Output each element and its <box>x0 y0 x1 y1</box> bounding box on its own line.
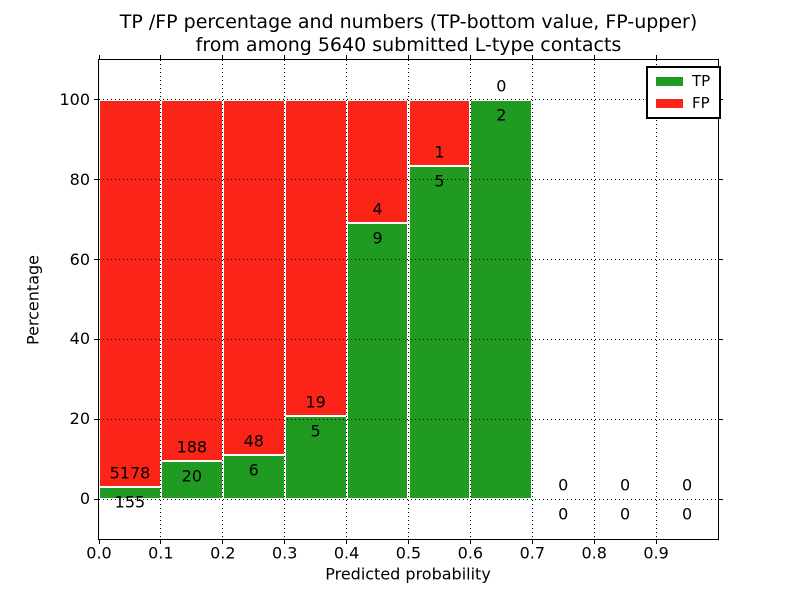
x-tick-top <box>531 55 533 60</box>
legend-item-fp: FP <box>656 96 710 111</box>
grid-line-vertical <box>655 60 657 539</box>
y-tick-right <box>718 259 723 261</box>
fp-count-label: 5178 <box>109 463 151 483</box>
tp-count-label: 155 <box>114 492 146 512</box>
y-tick-label: 0 <box>79 489 90 509</box>
y-tick <box>94 99 99 101</box>
x-tick-top <box>160 55 162 60</box>
tp-count-label: 0 <box>681 504 693 524</box>
x-tick-top <box>346 55 348 60</box>
legend-swatch-tp-icon <box>656 77 683 86</box>
fp-count-label: 1 <box>434 142 445 162</box>
fp-bar-segment <box>408 99 471 167</box>
legend-label-tp: TP <box>692 72 711 90</box>
grid-line-vertical <box>160 60 162 539</box>
x-tick-label: 0.3 <box>271 543 298 563</box>
y-tick-label: 100 <box>59 89 90 109</box>
tp-bar-segment <box>284 415 347 500</box>
x-tick <box>222 539 224 544</box>
fp-bar-segment <box>160 99 223 461</box>
x-tick <box>531 539 533 544</box>
y-tick <box>94 338 99 340</box>
tp-count-label: 20 <box>181 466 203 486</box>
chart-title-line1: TP /FP percentage and numbers (TP-bottom… <box>119 11 698 33</box>
fp-count-label: 0 <box>620 475 631 495</box>
x-tick-label: 0.5 <box>395 543 422 563</box>
legend: TP FP <box>646 66 722 119</box>
grid-line-vertical <box>469 60 471 539</box>
y-tick-label: 40 <box>69 329 90 349</box>
tp-count-label: 0 <box>558 504 569 524</box>
y-tick-label: 20 <box>69 409 90 429</box>
tp-count-label: 2 <box>496 105 507 125</box>
x-tick <box>469 539 471 544</box>
x-tick <box>593 539 595 544</box>
y-tick-right <box>718 179 723 181</box>
tp-count-label: 0 <box>620 504 631 524</box>
y-tick-label: 60 <box>69 249 90 269</box>
tp-count-label: 5 <box>434 171 445 191</box>
x-tick <box>408 539 409 544</box>
x-tick <box>284 539 286 544</box>
y-tick <box>94 418 99 420</box>
x-tick-top <box>469 55 471 60</box>
tp-count-label: 5 <box>310 421 321 441</box>
x-tick-label: 0.7 <box>519 543 546 563</box>
fp-count-label: 0 <box>681 475 693 495</box>
x-tick-label: 0.6 <box>457 543 484 563</box>
fp-bar-segment <box>222 99 285 455</box>
grid-line-vertical <box>284 60 286 539</box>
fp-count-label: 188 <box>176 437 208 457</box>
x-tick <box>98 539 100 544</box>
legend-swatch-fp-icon <box>656 99 683 108</box>
grid-line-vertical <box>346 60 348 539</box>
tp-bar-segment <box>470 99 533 500</box>
tp-count-label: 6 <box>248 460 259 480</box>
y-tick-right <box>718 498 723 500</box>
x-tick <box>346 539 348 544</box>
tp-count-label: 9 <box>372 228 383 248</box>
x-tick-label: 0.0 <box>86 543 112 563</box>
fp-bar-segment <box>284 99 347 416</box>
legend-item-tp: TP <box>656 74 710 89</box>
chart-title: TP /FP percentage and numbers (TP-bottom… <box>99 11 718 57</box>
x-tick-label: 0.8 <box>581 543 607 563</box>
grid-line-vertical <box>222 60 224 539</box>
x-tick-label: 0.1 <box>148 543 174 563</box>
x-tick-top <box>222 55 224 60</box>
x-tick-label: 0.4 <box>333 543 360 563</box>
fp-count-label: 0 <box>558 475 569 495</box>
y-tick-label: 80 <box>69 169 90 189</box>
y-tick <box>94 498 99 500</box>
y-tick <box>94 179 99 181</box>
x-tick-top <box>284 55 286 60</box>
fp-count-label: 4 <box>372 199 383 219</box>
fp-count-label: 0 <box>496 76 507 96</box>
x-tick <box>655 539 657 544</box>
chart-title-line2: from among 5640 submitted L-type contact… <box>195 34 622 56</box>
x-tick-top <box>593 55 595 60</box>
fp-count-label: 48 <box>243 431 264 451</box>
x-tick-label: 0.2 <box>210 543 236 563</box>
fp-count-label: 19 <box>305 392 326 412</box>
y-tick <box>94 259 99 261</box>
grid-line-vertical <box>593 60 595 539</box>
grid-line-vertical <box>408 60 409 539</box>
y-axis-label: Percentage <box>23 254 43 346</box>
fp-bar-segment <box>99 99 161 488</box>
x-tick-top <box>408 55 409 60</box>
x-tick-label: 0.9 <box>643 543 669 563</box>
y-tick-right <box>718 338 723 340</box>
tp-bar-segment <box>408 166 471 500</box>
grid-line-vertical <box>531 60 533 539</box>
x-tick <box>160 539 162 544</box>
x-tick-top <box>655 55 657 60</box>
legend-label-fp: FP <box>692 94 710 112</box>
tp-bar-segment <box>346 222 409 500</box>
x-tick-top <box>98 55 100 60</box>
y-tick-right <box>718 418 723 420</box>
x-axis-label: Predicted probability <box>325 564 491 584</box>
